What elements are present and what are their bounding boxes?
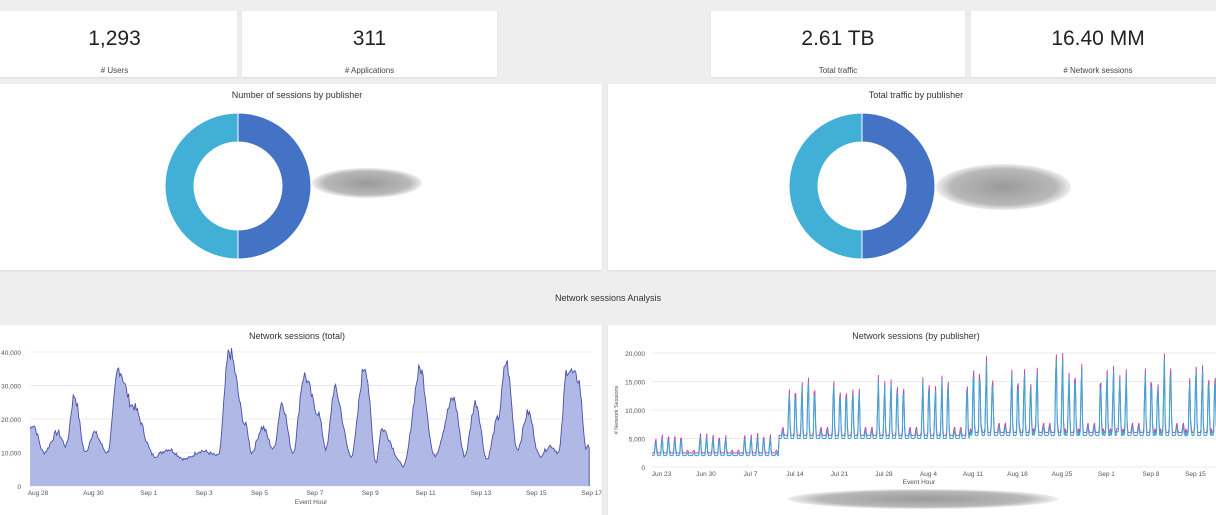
- panel-title: Number of sessions by publisher: [231, 90, 363, 100]
- panel-title: Network sessions (by publisher): [852, 331, 980, 341]
- x-tick-label: Jun 30: [696, 471, 716, 478]
- x-tick-label: Aug 18: [1007, 471, 1028, 478]
- panel-network-sessions-total: Network sessions (total) 0 10,000 20,000 30…: [0, 325, 602, 515]
- section-title: Network sessions Analysis: [554, 293, 662, 303]
- x-axis-label: Event Hour: [903, 479, 936, 486]
- x-tick-label: Sep 3: [196, 490, 213, 497]
- x-tick-label: Sep 11: [416, 490, 437, 497]
- line-chart-sessions-by-publisher: 0 5,000 10,000 15,000 20,000 # Network Sessio…: [614, 351, 1216, 486]
- area-fill: [30, 348, 590, 486]
- x-tick-label: Jul 28: [875, 471, 893, 478]
- x-tick-label: Sep 5: [251, 490, 268, 497]
- y-tick-label: 5,000: [629, 437, 646, 444]
- y-tick-label: 20,000: [625, 351, 645, 358]
- donut-chart-traffic: [788, 112, 936, 260]
- panel-network-sessions-by-publisher: Network sessions (by publisher) 0 5,000 10…: [608, 325, 1216, 515]
- kpi-label: # Applications: [344, 66, 395, 75]
- redacted-legend: [788, 489, 1058, 509]
- x-tick-label: Aug 25: [1052, 471, 1073, 478]
- x-tick-label: Sep 1: [1098, 471, 1115, 478]
- panel-title: Network sessions (total): [248, 331, 346, 341]
- kpi-value: 311: [352, 27, 387, 50]
- x-tick-label: Sep 17: [581, 490, 602, 497]
- panel-traffic-by-publisher: Total traffic by publisher: [608, 84, 1216, 270]
- series-line-pink: [652, 352, 1216, 454]
- panel-title: Total traffic by publisher: [868, 90, 964, 100]
- redacted-legend: [312, 168, 422, 198]
- x-tick-label: Sep 15: [1185, 471, 1206, 478]
- x-tick-label: Sep 8: [1142, 471, 1159, 478]
- kpi-card-network-sessions: 16.40 MM # Network sessions: [971, 11, 1216, 77]
- kpi-card-users: 1,293 # Users: [0, 11, 237, 77]
- kpi-label: # Network sessions: [1063, 66, 1133, 75]
- redacted-legend: [936, 164, 1071, 210]
- x-tick-label: Sep 15: [526, 490, 547, 497]
- x-tick-label: Aug 28: [28, 490, 49, 497]
- y-tick-label: 20,000: [1, 417, 21, 424]
- x-tick-label: Jul 21: [831, 471, 849, 478]
- series-line: [29, 348, 590, 486]
- kpi-value: 2.61 TB: [801, 27, 875, 50]
- y-tick-label: 40,000: [1, 350, 21, 357]
- kpi-label: # Users: [100, 66, 129, 75]
- kpi-value: 1,293: [88, 27, 141, 50]
- donut-slice: [237, 112, 312, 260]
- y-tick-label: 10,000: [625, 408, 645, 415]
- x-axis-label: Event Hour: [295, 499, 328, 506]
- x-tick-label: Aug 30: [83, 490, 104, 497]
- y-tick-label: 0: [17, 484, 21, 491]
- panel-sessions-by-publisher: Number of sessions by publisher: [0, 84, 602, 270]
- x-tick-label: Sep 7: [306, 490, 323, 497]
- x-tick-label: Aug 11: [963, 471, 984, 478]
- donut-slice: [861, 112, 936, 260]
- x-tick-label: Jun 23: [652, 471, 672, 478]
- y-tick-label: 10,000: [1, 451, 21, 458]
- x-tick-label: Jul 14: [786, 471, 804, 478]
- x-tick-label: Aug 4: [920, 471, 937, 478]
- area-chart-sessions-total: 0 10,000 20,000 30,000 40,000 Aug 28 Aug 30 Sep…: [1, 348, 602, 506]
- donut-slice: [164, 112, 239, 260]
- y-tick-label: 0: [641, 465, 645, 472]
- donut-slice: [788, 112, 863, 260]
- y-tick-label: 15,000: [625, 380, 645, 387]
- x-tick-label: Sep 13: [471, 490, 492, 497]
- donut-chart-sessions: [164, 112, 312, 260]
- x-tick-label: Sep 9: [362, 490, 379, 497]
- series-line-blue: [652, 358, 1216, 457]
- kpi-card-total-traffic: 2.61 TB Total traffic: [711, 11, 965, 77]
- x-tick-label: Sep 1: [140, 490, 157, 497]
- kpi-label: Total traffic: [818, 66, 858, 75]
- kpi-card-applications: 311 # Applications: [242, 11, 497, 77]
- y-axis-label: # Network Sessions: [614, 385, 620, 434]
- y-tick-label: 30,000: [1, 384, 21, 391]
- kpi-value: 16.40 MM: [1051, 27, 1145, 50]
- x-tick-label: Jul 7: [744, 471, 758, 478]
